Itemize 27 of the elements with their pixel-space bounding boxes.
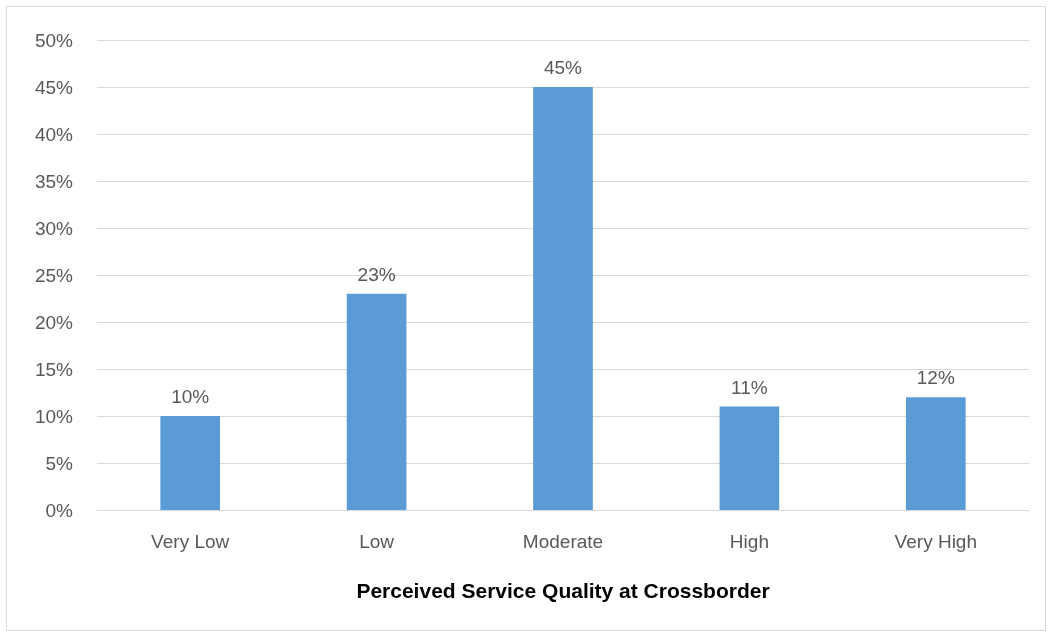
- data-label: 11%: [731, 376, 768, 398]
- data-label: 12%: [916, 367, 955, 389]
- y-tick-label: 40%: [34, 123, 74, 145]
- y-tick-label: 35%: [34, 170, 74, 192]
- data-label: 10%: [171, 386, 210, 407]
- y-tick-label: 10%: [34, 405, 74, 427]
- data-label: 23%: [357, 263, 396, 285]
- y-tick-label: 15%: [34, 358, 74, 380]
- bar: [533, 87, 593, 510]
- x-axis-title: Perceived Service Quality at Crossborder: [356, 579, 770, 602]
- y-tick-label: 50%: [34, 29, 74, 51]
- bar: [905, 397, 966, 510]
- y-tick-label: 45%: [34, 76, 74, 98]
- y-tick-label: 25%: [34, 264, 74, 286]
- x-tick-label: Moderate: [522, 531, 604, 552]
- bar: [346, 293, 407, 510]
- x-tick-label: Very High: [894, 531, 977, 552]
- x-tick-label: High: [729, 531, 769, 552]
- bar: [719, 406, 780, 510]
- y-tick-label: 0%: [45, 499, 74, 521]
- bar: [160, 416, 221, 510]
- x-tick-label: Low: [359, 531, 395, 552]
- y-tick-label: 20%: [34, 311, 74, 333]
- x-tick-label: Very Low: [151, 531, 230, 552]
- y-tick-label: 5%: [45, 452, 74, 474]
- data-label: 45%: [543, 57, 583, 78]
- y-tick-label: 30%: [34, 217, 74, 239]
